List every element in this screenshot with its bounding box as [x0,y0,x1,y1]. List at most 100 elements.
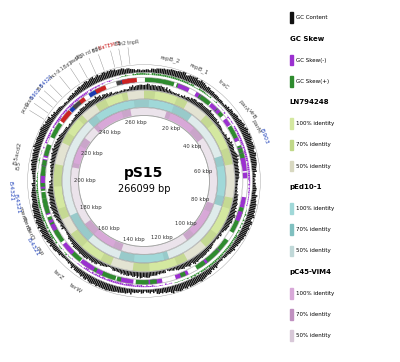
Wedge shape [208,113,213,117]
Wedge shape [79,270,83,275]
Wedge shape [136,289,137,292]
Wedge shape [58,244,60,246]
Wedge shape [108,80,110,82]
Wedge shape [58,220,62,223]
Wedge shape [158,68,160,73]
Wedge shape [230,131,239,142]
Text: i54321: i54321 [8,181,14,201]
Wedge shape [240,197,246,204]
Wedge shape [178,281,180,282]
Wedge shape [151,279,157,284]
Wedge shape [43,201,50,214]
Wedge shape [84,81,88,88]
Wedge shape [234,126,236,128]
Wedge shape [218,233,222,237]
Wedge shape [32,193,36,195]
Wedge shape [48,117,54,121]
Wedge shape [50,129,52,131]
Wedge shape [194,87,195,88]
Wedge shape [227,219,232,222]
Wedge shape [60,106,64,109]
Wedge shape [58,243,59,244]
Wedge shape [192,278,196,285]
Wedge shape [247,163,249,165]
Wedge shape [252,188,257,190]
Wedge shape [37,197,39,199]
Wedge shape [198,259,208,268]
Wedge shape [150,85,151,90]
Wedge shape [206,110,212,115]
Bar [290,118,293,129]
Wedge shape [55,232,64,243]
Wedge shape [223,254,227,257]
Wedge shape [174,93,175,95]
Wedge shape [183,201,214,240]
Wedge shape [252,193,255,195]
Wedge shape [59,221,63,224]
Wedge shape [49,132,51,135]
Wedge shape [235,175,239,177]
Wedge shape [234,241,239,245]
Wedge shape [138,285,140,287]
Text: 70% identity: 70% identity [296,142,331,147]
Wedge shape [229,146,233,148]
Wedge shape [101,97,104,100]
Wedge shape [244,152,246,154]
Wedge shape [238,136,241,138]
Wedge shape [65,245,74,255]
Wedge shape [244,221,252,225]
Text: nsp: nsp [34,245,44,257]
Wedge shape [162,87,165,92]
Text: pcoC: pcoC [20,101,31,114]
Wedge shape [248,210,255,213]
Wedge shape [168,269,170,272]
Wedge shape [41,127,48,132]
Wedge shape [48,219,57,231]
Wedge shape [203,249,207,253]
Wedge shape [53,111,58,116]
Wedge shape [81,84,86,90]
Wedge shape [80,249,85,254]
Wedge shape [244,148,246,150]
Wedge shape [43,233,50,238]
Wedge shape [92,278,96,284]
Wedge shape [161,87,163,92]
Wedge shape [220,230,224,233]
Wedge shape [136,85,138,90]
Wedge shape [42,232,49,237]
Wedge shape [217,260,220,263]
Wedge shape [41,185,45,189]
Wedge shape [135,272,137,276]
Wedge shape [69,104,78,113]
Wedge shape [60,134,65,137]
Wedge shape [207,266,209,268]
Wedge shape [90,78,94,85]
Wedge shape [250,158,256,160]
Wedge shape [189,98,193,102]
Wedge shape [123,76,125,77]
Wedge shape [71,122,74,124]
Wedge shape [98,75,102,81]
Wedge shape [51,114,56,118]
Wedge shape [247,167,250,169]
Wedge shape [38,167,39,169]
Wedge shape [194,92,201,98]
Wedge shape [112,281,114,283]
Wedge shape [31,169,36,171]
Wedge shape [180,95,182,98]
Wedge shape [248,184,250,185]
Wedge shape [251,196,256,198]
Wedge shape [68,126,70,129]
Wedge shape [95,279,99,287]
Wedge shape [240,138,242,140]
Wedge shape [252,183,256,184]
Wedge shape [51,156,56,158]
Text: 100% identity: 100% identity [296,291,334,296]
Wedge shape [68,260,71,264]
Wedge shape [184,281,188,289]
Wedge shape [166,269,167,270]
Wedge shape [140,272,141,278]
Wedge shape [92,272,94,274]
Wedge shape [189,277,190,278]
Wedge shape [161,270,163,273]
